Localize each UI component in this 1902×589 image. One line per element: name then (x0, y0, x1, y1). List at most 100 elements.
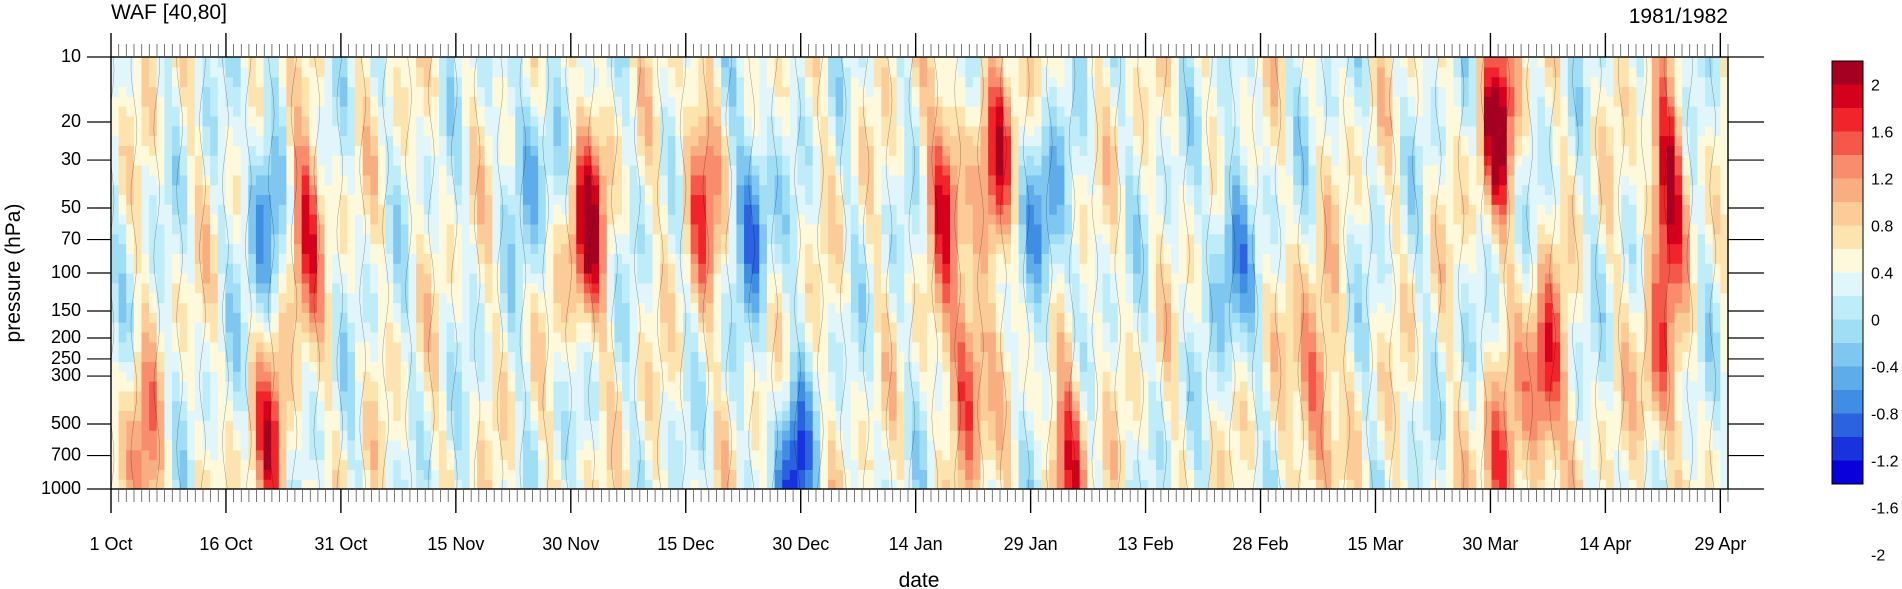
field-cell (728, 469, 738, 480)
field-cell (255, 155, 265, 166)
field-cell (736, 459, 745, 470)
field-cell (294, 390, 303, 402)
field-cell (294, 263, 303, 274)
field-cell (217, 223, 227, 235)
field-cell (797, 282, 806, 294)
field-cell (850, 165, 860, 176)
field-cell (934, 243, 943, 254)
field-cell (553, 459, 562, 470)
field-cell (240, 390, 249, 402)
field-cell (286, 273, 295, 284)
field-cell (172, 155, 181, 166)
field-cell (774, 243, 783, 254)
field-cell (827, 135, 837, 146)
field-cell (629, 174, 638, 186)
field-cell (393, 282, 402, 294)
field-cell (377, 243, 387, 254)
field-cell (736, 331, 745, 343)
field-cell (156, 223, 165, 235)
field-cell (385, 351, 394, 362)
field-cell (484, 243, 493, 254)
field-cell (637, 106, 646, 117)
field-cell (492, 204, 501, 215)
field-cell (728, 243, 738, 254)
field-cell (599, 341, 608, 353)
field-cell (172, 145, 181, 156)
field-cell (545, 57, 554, 68)
field-cell (362, 331, 371, 343)
field-cell (522, 57, 532, 68)
field-cell (477, 86, 486, 97)
field-cell (599, 263, 608, 274)
field-cell (522, 223, 532, 235)
field-cell (782, 331, 791, 343)
field-cell (797, 135, 806, 146)
field-cell (522, 282, 532, 294)
field-cell (812, 214, 821, 225)
field-cell (675, 155, 684, 166)
field-cell (942, 400, 951, 412)
field-cell (950, 145, 959, 156)
field-cell (843, 86, 852, 97)
field-cell (263, 351, 272, 362)
field-cell (454, 115, 463, 127)
field-cell (591, 439, 600, 451)
field-cell (408, 86, 417, 97)
field-cell (812, 430, 821, 441)
field-cell (705, 135, 715, 146)
field-cell (614, 76, 623, 88)
field-cell (561, 381, 570, 392)
field-cell (652, 322, 661, 333)
field-cell (194, 96, 204, 107)
field-cell (294, 106, 303, 117)
field-cell (141, 390, 150, 402)
field-cell (210, 184, 219, 196)
field-cell (881, 184, 890, 196)
field-cell (393, 390, 402, 402)
field-cell (316, 135, 326, 146)
field-cell (408, 439, 417, 451)
field-cell (278, 145, 288, 156)
field-cell (827, 243, 837, 254)
field-cell (339, 165, 349, 176)
field-cell (744, 351, 753, 362)
field-cell (355, 57, 364, 68)
field-cell (431, 449, 440, 461)
field-cell (301, 233, 310, 245)
field-cell (843, 223, 852, 235)
field-cell (377, 204, 387, 215)
field-cell (568, 371, 577, 382)
field-cell (843, 439, 852, 451)
field-cell (820, 66, 829, 78)
field-cell (179, 381, 188, 392)
field-cell (713, 96, 722, 107)
field-cell (355, 381, 364, 392)
field-cell (950, 273, 959, 284)
field-cell (774, 459, 783, 470)
field-cell (492, 233, 501, 245)
field-cell (705, 439, 715, 451)
field-cell (133, 449, 143, 461)
field-cell (576, 331, 585, 343)
field-cell (866, 135, 875, 146)
field-cell (210, 390, 219, 402)
field-cell (522, 439, 532, 451)
field-cell (164, 204, 173, 215)
field-cell (599, 184, 608, 196)
field-cell (431, 479, 440, 489)
field-cell (255, 115, 265, 127)
field-cell (477, 351, 486, 362)
field-cell (217, 430, 227, 441)
field-cell (736, 174, 745, 186)
field-cell (507, 155, 516, 166)
field-cell (820, 459, 829, 470)
field-cell (248, 420, 257, 431)
field-cell (278, 420, 288, 431)
field-cell (408, 174, 417, 186)
field-cell (553, 145, 562, 156)
field-cell (202, 469, 211, 480)
field-cell (713, 76, 722, 88)
field-cell (950, 204, 959, 215)
field-cell (126, 282, 135, 294)
field-cell (553, 381, 562, 392)
